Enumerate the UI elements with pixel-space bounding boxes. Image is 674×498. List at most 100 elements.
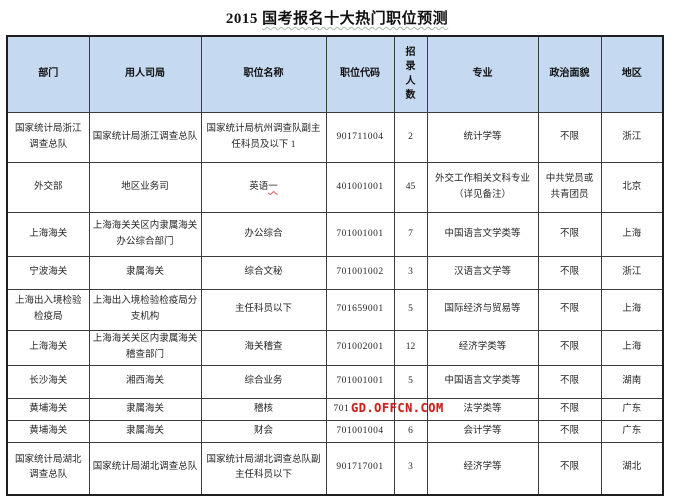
table-row: 国家统计局湖北调查总队 国家统计局湖北调查总队 国家统计局湖北调查总队副主任科员以下… [6,442,664,495]
cell-bureau: 隶属海关 [88,256,202,290]
cell-region: 上海 [600,289,664,331]
cell-position: 国家统计局杭州调查队副主任科员及以下 1 [200,112,327,163]
cell-bureau: 隶属海关 [88,398,202,421]
cell-political: 不限 [537,212,602,257]
cell-major: 汉语言文学等 [426,256,539,290]
cell-count: 12 [393,330,428,366]
cell-code: 701001001 [325,365,395,399]
cell-position: 主任科员以下 [200,289,327,331]
cell-major: 经济学类等 [426,330,539,366]
cell-major: 统计学等 [426,112,539,163]
cell-position: 海关稽查 [200,330,327,366]
table-header-row: 部门 用人司局 职位名称 职位代码 招录人数 专业 政治面貌 地区 [6,35,664,113]
cell-major: 中国语言文学类等 [426,212,539,257]
cell-major: 中国语言文学类等 [426,365,539,399]
column-header: 政治面貌 [537,35,602,113]
hot-positions-table: 部门 用人司局 职位名称 职位代码 招录人数 专业 政治面貌 地区 国家统计局浙江调查总队 国家… [6,35,664,496]
cell-code: 701001002 [325,256,395,290]
cell-count: 5 [393,365,428,399]
cell-department: 国家统计局浙江调查总队 [6,112,90,163]
table-row: 外交部 地区业务司 英语一 401001001 45 外交工作相关文科专业（详见备注） 中共… [6,162,664,213]
cell-major: 国际经济与贸易等 [426,289,539,331]
cell-bureau: 上海海关关区内隶属海关办公综合部门 [88,212,202,257]
cell-political: 不限 [537,289,602,331]
cell-region: 湖南 [600,365,664,399]
cell-code: 401001001 [325,162,395,213]
title-main-text: 国考报名十大热门职位预测 [262,11,449,27]
cell-political: 不限 [537,256,602,290]
cell-count: 45 [393,162,428,213]
column-header: 用人司局 [88,35,202,113]
cell-code: 901717001 [325,442,395,495]
page-title: 2015 国考报名十大热门职位预测 [0,0,674,28]
table-row: 上海海关 上海海关关区内隶属海关办公综合部门 办公综合 701001001 7 中国语言文… [6,212,664,257]
cell-position: 办公综合 [200,212,327,257]
title-year: 2015 [225,11,258,27]
cell-region: 广东 [600,398,664,421]
table-row: 国家统计局浙江调查总队 国家统计局浙江调查总队 国家统计局杭州调查队副主任科员及以下… [6,112,664,163]
cell-position: 稽核 [200,398,327,421]
cell-region: 上海 [600,212,664,257]
cell-political: 不限 [537,420,602,443]
cell-bureau: 国家统计局浙江调查总队 [88,112,202,163]
cell-region: 湖北 [600,442,664,495]
cell-code: 701002001 [325,330,395,366]
cell-political: 不限 [537,398,602,421]
cell-code: 901711004 [325,112,395,163]
cell-department: 黄埔海关 [6,420,90,443]
column-header: 招录人数 [393,35,428,113]
cell-count: 3 [393,256,428,290]
cell-region: 广东 [600,420,664,443]
cell-position: 综合文秘 [200,256,327,290]
offcn-watermark: GD.OFFCN.COM [351,401,444,415]
table-row: 宁波海关 隶属海关 综合文秘 701001002 3 汉语言文学等 不限 浙江 [6,256,664,290]
cell-political: 中共党员或共青团员 [537,162,602,213]
table-row: 黄埔海关 隶属海关 财会 701001004 6 会计学等 不限 广东 [6,420,664,443]
cell-position: 财会 [200,420,327,443]
table-row: 上海海关 上海海关关区内隶属海关稽查部门 海关稽查 701002001 12 经济学类等不… [6,330,664,366]
table-row: 长沙海关 湘西海关 综合业务 701001001 5 中国语言文学类等 不限 湖南 [6,365,664,399]
column-header: 地区 [600,35,664,113]
cell-major: 会计学等 [426,420,539,443]
cell-position: 英语一 [200,162,327,213]
cell-political: 不限 [537,330,602,366]
cell-count: 3 [393,442,428,495]
cell-department: 外交部 [6,162,90,213]
cell-bureau: 湘西海关 [88,365,202,399]
cell-department: 宁波海关 [6,256,90,290]
cell-region: 北京 [600,162,664,213]
cell-department: 上海出入境检验检疫局 [6,289,90,331]
cell-political: 不限 [537,442,602,495]
cell-bureau: 上海出入境检验检疫局分支机构 [88,289,202,331]
cell-bureau: 地区业务司 [88,162,202,213]
cell-department: 长沙海关 [6,365,90,399]
cell-bureau: 隶属海关 [88,420,202,443]
cell-department: 上海海关 [6,330,90,366]
column-header: 专业 [426,35,539,113]
cell-position: 综合业务 [200,365,327,399]
cell-count: 7 [393,212,428,257]
cell-political: 不限 [537,365,602,399]
cell-region: 浙江 [600,256,664,290]
cell-code: 701659001 [325,289,395,331]
column-header: 职位名称 [200,35,327,113]
cell-major: 外交工作相关文科专业（详见备注） [426,162,539,213]
cell-code: 701001001 [325,212,395,257]
cell-political: 不限 [537,112,602,163]
cell-code: 701001004 [325,420,395,443]
cell-department: 国家统计局湖北调查总队 [6,442,90,495]
cell-bureau: 上海海关关区内隶属海关稽查部门 [88,330,202,366]
cell-count: 6 [393,420,428,443]
cell-position: 国家统计局湖北调查总队副主任科员以下 [200,442,327,495]
cell-bureau: 国家统计局湖北调查总队 [88,442,202,495]
cell-major: 经济学等 [426,442,539,495]
table-row: 黄埔海关 隶属海关 稽核 701 法学类等 不限 广东 [6,398,664,421]
column-header: 职位代码 [325,35,395,113]
cell-department: 上海海关 [6,212,90,257]
cell-region: 浙江 [600,112,664,163]
cell-count: 5 [393,289,428,331]
cell-region: 上海 [600,330,664,366]
table-row: 上海出入境检验检疫局 上海出入境检验检疫局分支机构 主任科员以下 701659001 5… [6,289,664,331]
cell-count: 2 [393,112,428,163]
